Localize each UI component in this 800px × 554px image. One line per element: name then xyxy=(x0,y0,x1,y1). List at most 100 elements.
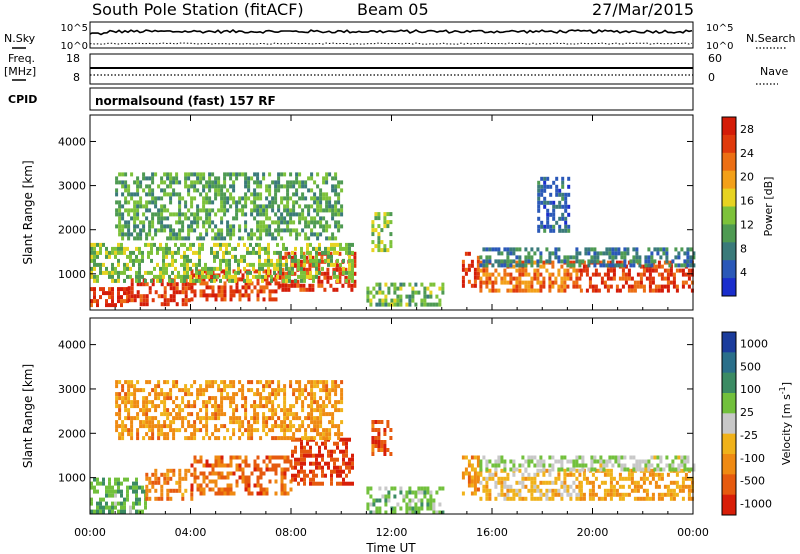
data-cell xyxy=(566,459,570,464)
data-cell xyxy=(596,259,600,264)
data-cell xyxy=(518,268,522,273)
data-cell xyxy=(283,184,287,189)
data-cell xyxy=(351,465,354,470)
data-cell xyxy=(689,259,693,264)
data-cell xyxy=(467,463,471,468)
data-cell xyxy=(151,424,155,429)
data-cell xyxy=(90,303,93,308)
data-cell xyxy=(319,380,323,385)
data-cell xyxy=(268,479,272,484)
data-cell xyxy=(157,496,161,501)
data-cell xyxy=(509,288,513,293)
data-cell xyxy=(612,476,616,481)
data-cell xyxy=(202,172,206,177)
data-cell xyxy=(336,445,339,450)
data-cell xyxy=(111,278,114,283)
data-cell xyxy=(369,502,373,507)
data-cell xyxy=(271,380,275,385)
data-cell xyxy=(677,463,681,468)
data-cell xyxy=(169,200,173,205)
data-cell xyxy=(151,436,155,441)
data-cell xyxy=(196,388,200,393)
data-cell xyxy=(111,501,114,506)
data-cell xyxy=(208,463,212,468)
data-cell xyxy=(500,488,504,493)
data-cell xyxy=(253,483,257,488)
data-cell xyxy=(238,467,242,472)
data-cell xyxy=(196,428,200,433)
data-cell xyxy=(609,476,613,481)
data-cell xyxy=(193,467,197,472)
data-cell xyxy=(351,278,354,283)
data-cell xyxy=(342,469,345,474)
data-cell xyxy=(606,268,610,273)
data-cell xyxy=(647,263,651,268)
data-cell xyxy=(690,496,694,501)
data-cell xyxy=(494,467,498,472)
data-cell xyxy=(250,388,254,393)
data-cell xyxy=(581,259,585,264)
data-cell xyxy=(168,262,171,267)
data-cell xyxy=(280,467,284,472)
data-cell xyxy=(383,220,387,225)
data-cell xyxy=(265,281,269,286)
data-cell xyxy=(262,459,266,464)
data-cell xyxy=(399,294,403,299)
data-cell xyxy=(651,276,655,281)
data-cell xyxy=(141,254,144,259)
data-cell xyxy=(292,192,296,197)
data-cell xyxy=(250,200,254,205)
data-cell xyxy=(564,196,568,201)
data-cell xyxy=(291,270,294,275)
data-cell xyxy=(334,172,338,177)
data-cell xyxy=(663,268,667,273)
data-cell xyxy=(172,408,176,413)
data-cell xyxy=(476,271,480,276)
data-cell xyxy=(512,284,516,289)
data-cell xyxy=(169,488,173,493)
data-cell xyxy=(234,270,237,275)
data-cell xyxy=(184,404,188,409)
data-cell xyxy=(268,416,272,421)
data-band xyxy=(479,455,696,472)
data-cell xyxy=(524,272,528,277)
data-cell xyxy=(199,420,203,425)
data-cell xyxy=(337,436,341,441)
data-cell xyxy=(564,216,568,221)
data-cell xyxy=(328,436,332,441)
data-cell xyxy=(160,224,164,229)
data-cell xyxy=(527,280,531,285)
data-cell xyxy=(674,455,678,460)
data-cell xyxy=(575,255,579,260)
data-cell xyxy=(141,485,144,490)
data-cell xyxy=(461,275,465,280)
data-cell xyxy=(105,246,108,251)
data-cell xyxy=(345,449,348,454)
data-cell xyxy=(423,298,427,303)
data-cell xyxy=(411,510,415,515)
data-cell xyxy=(105,489,108,494)
data-cell xyxy=(115,420,119,425)
data-cell xyxy=(220,285,224,290)
data-cell xyxy=(147,242,150,247)
data-cell xyxy=(542,276,546,281)
data-cell xyxy=(183,270,186,275)
data-cell xyxy=(277,380,281,385)
data-cell xyxy=(159,274,162,279)
data-cell xyxy=(133,384,137,389)
data-cell xyxy=(325,380,329,385)
data-cell xyxy=(226,224,230,229)
data-cell xyxy=(389,240,393,245)
data-cell xyxy=(244,200,248,205)
data-cell xyxy=(118,204,122,209)
data-cell xyxy=(205,404,209,409)
data-cell xyxy=(555,204,559,209)
data-cell xyxy=(205,400,209,405)
data-cell xyxy=(560,288,564,293)
data-cell xyxy=(166,492,170,497)
data-cell xyxy=(102,497,105,502)
data-cell xyxy=(93,278,96,283)
data-cell xyxy=(211,289,215,294)
data-cell xyxy=(581,455,585,460)
